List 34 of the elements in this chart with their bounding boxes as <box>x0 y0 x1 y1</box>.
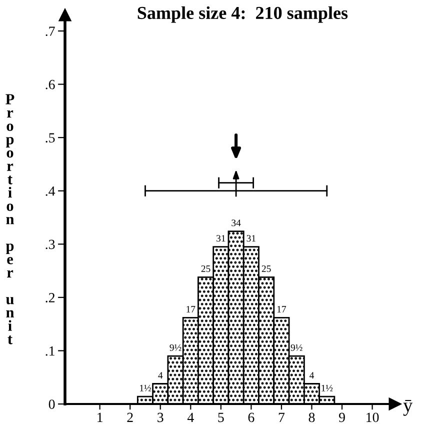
x-tick-label: 8 <box>308 412 315 422</box>
x-tick-label: 5 <box>218 412 224 422</box>
annotation: 34 <box>232 220 241 226</box>
y-tick-label: .2 <box>46 293 55 302</box>
annotation: 9½ <box>290 344 302 351</box>
x-tick-label: 6 <box>248 412 254 422</box>
y-tick-label: 0 <box>48 400 55 409</box>
x-axis-title: ȳ <box>403 400 413 416</box>
x-tick-label: 3 <box>158 412 164 422</box>
annotation: 31 <box>216 235 226 242</box>
y-tick-label: .3 <box>46 240 55 250</box>
x-tick-label: 7 <box>278 412 285 422</box>
annotation: 1½ <box>322 384 333 392</box>
chart-title: Sample size 4: 210 samples <box>138 6 348 23</box>
annotation: 17 <box>186 306 196 312</box>
text: Proportion per unit <box>6 94 14 344</box>
annotation: 31 <box>246 235 256 242</box>
annotation: 9½ <box>170 344 182 351</box>
annotation: 25 <box>262 265 271 272</box>
annotation: 4 <box>310 372 314 378</box>
annotation: 25 <box>201 265 210 272</box>
x-tick-label: 10 <box>366 412 379 422</box>
y-tick-label: .1 <box>46 346 54 356</box>
y-tick-label: .7 <box>46 26 55 36</box>
x-tick-label: 2 <box>127 412 133 422</box>
x-tick-label: 4 <box>187 412 194 422</box>
x-tick-label: 9 <box>338 412 345 422</box>
annotation: 1½ <box>140 384 151 392</box>
annotation: 17 <box>277 306 286 312</box>
y-tick-label: .6 <box>46 80 55 90</box>
y-tick-label: .5 <box>46 133 55 143</box>
y-tick-label: .4 <box>46 186 56 196</box>
annotation: 4 <box>158 372 163 378</box>
x-tick-label: 1 <box>98 412 102 422</box>
